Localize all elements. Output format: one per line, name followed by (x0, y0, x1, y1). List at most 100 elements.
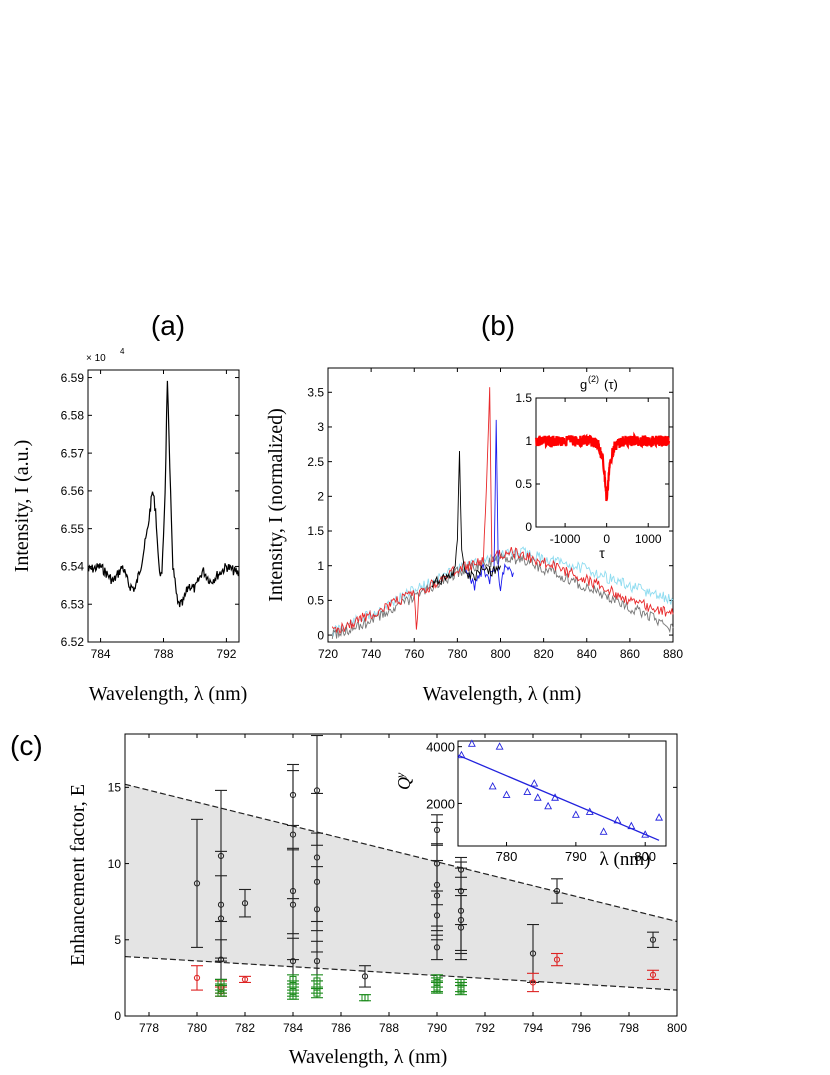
chart-c-ylabel: Enhancement factor, E (67, 784, 89, 966)
chart-c-point-red (551, 952, 563, 967)
chart-a-ytick-label: 6.53 (61, 597, 85, 611)
chart-c-inset-point (599, 827, 608, 835)
chart-a-ylabel: Intensity, I (a.u.) (11, 440, 33, 573)
chart-a-xtick-label: 792 (216, 647, 236, 661)
chart-b-inset-title-sup: (2) (588, 374, 599, 384)
chart-a-xlabel: Wavelength, λ (nm) (89, 683, 248, 705)
chart-b-inset-title: g (2) (τ) (580, 374, 618, 392)
chart-c-point-green (287, 992, 299, 1000)
chart-c-points (191, 734, 659, 1002)
chart-c-inset-ytick-label: 4000 (426, 740, 455, 755)
chart-a-ytick-label: 6.57 (61, 446, 85, 460)
chart-c-xtick-label: 790 (427, 1021, 447, 1035)
chart-b-inset-title-suffix: (τ) (604, 377, 618, 392)
chart-b-inset: -1000 0 1000 0 0.5 1 1.5 g (2) (τ) τ (515, 374, 671, 561)
chart-c-point-black (359, 965, 371, 988)
chart-a-exponent-power: 4 (120, 347, 125, 356)
chart-b-ytick-label: 1.5 (307, 524, 324, 538)
chart-b-xtick-label: 760 (404, 647, 424, 661)
chart-c-xtick-label: 792 (475, 1021, 495, 1035)
chart-b-ylabel: Intensity, I (normalized) (265, 408, 287, 602)
chart-c-xtick-label: 798 (619, 1021, 639, 1035)
chart-c-inset-fit-line (457, 754, 660, 841)
chart-b-xtick-label: 780 (447, 647, 467, 661)
chart-c-xtick-label: 800 (667, 1021, 687, 1035)
chart-c-point-green (311, 988, 323, 999)
chart-c-point-black (551, 878, 563, 904)
chart-b-xtick-label: 860 (620, 647, 640, 661)
chart-c-inset-xlabel: λ (nm) (600, 849, 651, 870)
chart-b-series (331, 387, 674, 639)
chart-b-xtick-label: 820 (534, 647, 554, 661)
chart-c-xtick-label: 784 (283, 1021, 303, 1035)
chart-c-inset-point (495, 742, 504, 750)
chart-c-inset-point (571, 810, 580, 818)
chart-c-point-red (191, 965, 203, 991)
chart-c-point-black (191, 818, 203, 948)
chart-a-ytick-label: 6.59 (61, 371, 85, 385)
chart-c-point-green (455, 984, 467, 996)
chart-b-inset-xlabel: τ (599, 545, 605, 561)
chart-c-inset-xtick-label: 790 (565, 849, 587, 864)
chart-a-ytick-label: 6.56 (61, 484, 85, 498)
chart-a: 784 788 792 6.52 6.53 6.54 6.55 6.56 6.57 6.58 6.5… (11, 347, 247, 705)
chart-b-inset-ticks: -1000 0 1000 0 0.5 1 1.5 (515, 391, 669, 546)
chart-a-ytick-label: 6.54 (61, 560, 85, 574)
chart-c: 778 780 782 784 786 788 790 792 794 796 798 800 0 5 10… (67, 733, 687, 1068)
chart-b-xtick-label: 720 (318, 647, 338, 661)
chart-c-frame-top (124, 733, 678, 1017)
chart-c-inset-points (457, 739, 664, 838)
chart-c-inset-point (641, 830, 650, 838)
chart-c-point-red (239, 975, 251, 984)
chart-b-ytick-label: 0.5 (307, 594, 324, 608)
chart-c-inset-point (533, 793, 542, 801)
panel-label-b: (b) (481, 310, 515, 341)
chart-c-inset-point (585, 807, 594, 815)
chart-c-ytick-label: 5 (114, 933, 121, 947)
chart-b-xlabel: Wavelength, λ (nm) (423, 683, 582, 705)
chart-c-inset-point (544, 801, 553, 810)
chart-c-shaded-band (125, 784, 677, 991)
chart-a-ytick-label: 6.58 (61, 409, 85, 423)
chart-b-ytick-label: 3.5 (307, 385, 324, 399)
chart-c-band-lower-line (124, 955, 678, 991)
chart-b-series-red (331, 387, 674, 635)
chart-b-inset-xtick-label: 1000 (635, 532, 662, 546)
chart-c-inset-ylabel-q: Q (394, 777, 414, 790)
chart-c-inset-point (627, 821, 636, 830)
panel-label-c: (c) (10, 730, 43, 761)
chart-b-inset-xtick-label: -1000 (550, 532, 581, 546)
chart-c-xlabel: Wavelength, λ (nm) (289, 1046, 448, 1068)
chart-c-point-green (215, 989, 227, 997)
chart-c-xtick-label: 794 (523, 1021, 543, 1035)
chart-c-band-upper-line (124, 783, 678, 923)
chart-c-inset-point (502, 790, 511, 798)
chart-a-ytick-label: 6.55 (61, 522, 85, 536)
chart-c-inset-ticks: 780 790 800 2000 4000 (426, 740, 656, 864)
chart-c-ticks: 778 780 782 784 786 788 790 792 794 796 798 800 0 5 10… (108, 734, 687, 1035)
chart-b-ytick-label: 3 (317, 420, 324, 434)
chart-c-xtick-label: 782 (235, 1021, 255, 1035)
chart-c-inset-ylabel-sup: y (393, 772, 407, 779)
chart-c-inset-ylabel: Q y (393, 772, 414, 790)
chart-c-inset-point (467, 739, 476, 747)
chart-b-inset-ytick-label: 0 (525, 520, 532, 534)
chart-c-inset-point (530, 779, 539, 787)
chart-b-xtick-label: 740 (361, 647, 381, 661)
chart-a-ticks: 784 788 792 6.52 6.53 6.54 6.55 6.56 6.57 6.58 6.5… (61, 370, 239, 661)
chart-c-point-red (527, 972, 539, 993)
chart-c-point-red (647, 969, 659, 980)
chart-c-xtick-label: 788 (379, 1021, 399, 1035)
chart-b-series-black (431, 450, 501, 588)
chart-c-point-black (239, 888, 251, 918)
chart-c-inset-xtick-label: 780 (496, 849, 518, 864)
chart-c-xtick-label: 780 (187, 1021, 207, 1035)
chart-b-inset-ytick-label: 0.5 (515, 477, 532, 491)
chart-a-xtick-label: 784 (91, 647, 111, 661)
chart-c-xtick-label: 796 (571, 1021, 591, 1035)
chart-a-xtick-label: 788 (153, 647, 173, 661)
chart-c-inset: 780 790 800 2000 4000 Q y λ (nm) (393, 739, 667, 870)
chart-b: 720 740 760 780 800 820 840 860 880 0 0.5 1 1.5 2 2.5 3… (265, 367, 683, 705)
chart-c-point-black (431, 934, 443, 961)
